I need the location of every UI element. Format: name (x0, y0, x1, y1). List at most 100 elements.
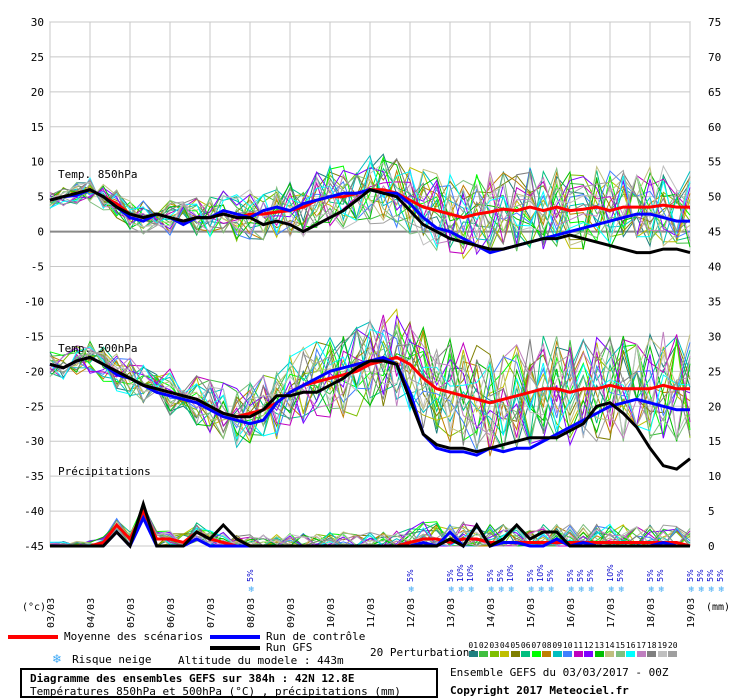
legend-snow-label: Risque neige (72, 652, 152, 666)
footer-subtitle: Températures 850hPa et 500hPa (°C) , pré… (30, 685, 401, 698)
pert-legend-item: 02 (479, 641, 490, 657)
snow-icon: ❄ (548, 585, 555, 594)
snow-pct-label: 5% (586, 569, 595, 582)
pert-legend-item: 15 (615, 641, 626, 657)
snow-icon: ❄ (528, 585, 535, 594)
legend-mean-swatch (8, 634, 58, 639)
pert-legend-swatch (636, 651, 646, 657)
pert-legend-swatch (668, 651, 678, 657)
snow-icon: ❄ (618, 585, 625, 594)
x-tick-label: 11/03 (366, 598, 377, 628)
legend: Moyenne des scénarios Run de contrôle Ru… (0, 628, 740, 700)
pert-legend-label: 01 (468, 641, 479, 650)
snow-pct-label: 5% (706, 569, 715, 582)
copyright-text: Copyright 2017 Meteociel.fr (450, 684, 629, 697)
snow-risk-markers: 5%❄5%❄5%❄10%❄10%❄5%❄5%❄10%❄5%❄10%❄5%❄5%❄… (246, 564, 725, 594)
pert-legend-label: 07 (531, 641, 542, 650)
y-right-tick: 25 (708, 365, 721, 378)
pert-legend-item: 20 (668, 641, 679, 657)
pert-legend-item: 10 (563, 641, 574, 657)
snow-icon: ❄ (648, 585, 655, 594)
y-left-tick: 0 (37, 226, 44, 239)
snow-icon: ❄ (408, 585, 415, 594)
y-right-tick: 5 (708, 505, 715, 518)
snow-icon: ❄ (698, 585, 705, 594)
snow-pct-label: 10% (536, 564, 545, 582)
pert-legend-label: 18 (646, 641, 657, 650)
pert-legend-label: 10 (562, 641, 573, 650)
pert-legend-swatch (563, 651, 573, 657)
snow-pct-label: 10% (466, 564, 475, 582)
snow-icon: ❄ (538, 585, 545, 594)
x-tick-label: 15/03 (526, 598, 537, 628)
snow-icon: ❄ (658, 585, 665, 594)
pert-legend-swatch (594, 651, 604, 657)
y-right-tick: 55 (708, 156, 721, 169)
y-left-tick: -35 (24, 470, 44, 483)
pert-legend-swatch (531, 651, 541, 657)
pert-legend-item: 05 (510, 641, 521, 657)
main-series-lines (49, 188, 691, 549)
snowflake-icon: ❄ (52, 652, 63, 666)
pert-legend-label: 08 (541, 641, 552, 650)
perturbation-line-850 (49, 167, 691, 249)
snow-icon: ❄ (488, 585, 495, 594)
pert-legend-label: 11 (573, 641, 584, 650)
snow-pct-label: 5% (246, 569, 255, 582)
legend-snow: ❄ Risque neige (52, 652, 152, 666)
perturbation-line-500 (49, 322, 691, 442)
snow-pct-label: 5% (696, 569, 705, 582)
x-tick-label: 17/03 (606, 598, 617, 628)
perturbation-line-850 (49, 174, 691, 254)
pert-legend-swatch (542, 651, 552, 657)
x-tick-label: 03/03 (46, 598, 57, 628)
snow-icon: ❄ (588, 585, 595, 594)
pert-legend-label: 03 (489, 641, 500, 650)
snow-pct-label: 5% (406, 569, 415, 582)
legend-gfs: Run GFS (210, 641, 312, 654)
pert-legend-item: 18 (647, 641, 658, 657)
series-line-t850 (49, 188, 691, 255)
legend-control-swatch (210, 634, 260, 639)
legend-gfs-swatch (210, 645, 260, 650)
pert-legend-item: 11 (573, 641, 584, 657)
y-right-tick: 40 (708, 261, 721, 274)
ensemble-chart: 302520151050-5-10-15-20-25-30-35-40-4575… (22, 16, 730, 628)
label-precip: Précipitations (58, 465, 151, 478)
pert-legend-item: 09 (552, 641, 563, 657)
pert-legend-item: 19 (657, 641, 668, 657)
pert-legend-item: 03 (489, 641, 500, 657)
snow-pct-label: 5% (686, 569, 695, 582)
x-tick-label: 10/03 (326, 598, 337, 628)
pert-legend-swatch (510, 651, 520, 657)
snow-icon: ❄ (508, 585, 515, 594)
altitude-text: Altitude du modele : 443m (178, 654, 344, 667)
legend-control-label: Run de contrôle (266, 630, 366, 643)
pert-legend-swatch (584, 651, 594, 657)
y-right-tick: 45 (708, 226, 721, 239)
y-left-tick: 10 (31, 156, 44, 169)
perturbation-line-500 (49, 325, 691, 451)
pert-legend-item: 01 (468, 641, 479, 657)
pert-legend-label: 16 (625, 641, 636, 650)
pert-legend-swatch (615, 651, 625, 657)
y-right-tick: 10 (708, 470, 721, 483)
pert-legend-item: 04 (500, 641, 511, 657)
snow-pct-label: 5% (546, 569, 555, 582)
pert-legend-label: 04 (499, 641, 510, 650)
x-tick-label: 14/03 (486, 598, 497, 628)
legend-gfs-label: Run GFS (266, 641, 313, 654)
y-right-tick: 65 (708, 86, 721, 99)
x-tick-label: 16/03 (566, 598, 577, 628)
pert-legend-label: 13 (594, 641, 605, 650)
perturbations-label: 20 Perturbations (370, 646, 476, 659)
pert-legend-item: 17 (636, 641, 647, 657)
perturbation-line-500 (49, 326, 691, 452)
series-line-precip (50, 499, 690, 549)
snow-pct-label: 5% (496, 569, 505, 582)
pert-legend-item: 06 (521, 641, 532, 657)
snow-icon: ❄ (708, 585, 715, 594)
legend-mean-label: Moyenne des scénarios (64, 630, 204, 643)
y-left-tick: -5 (31, 261, 44, 274)
perturbation-line-850 (49, 169, 691, 240)
